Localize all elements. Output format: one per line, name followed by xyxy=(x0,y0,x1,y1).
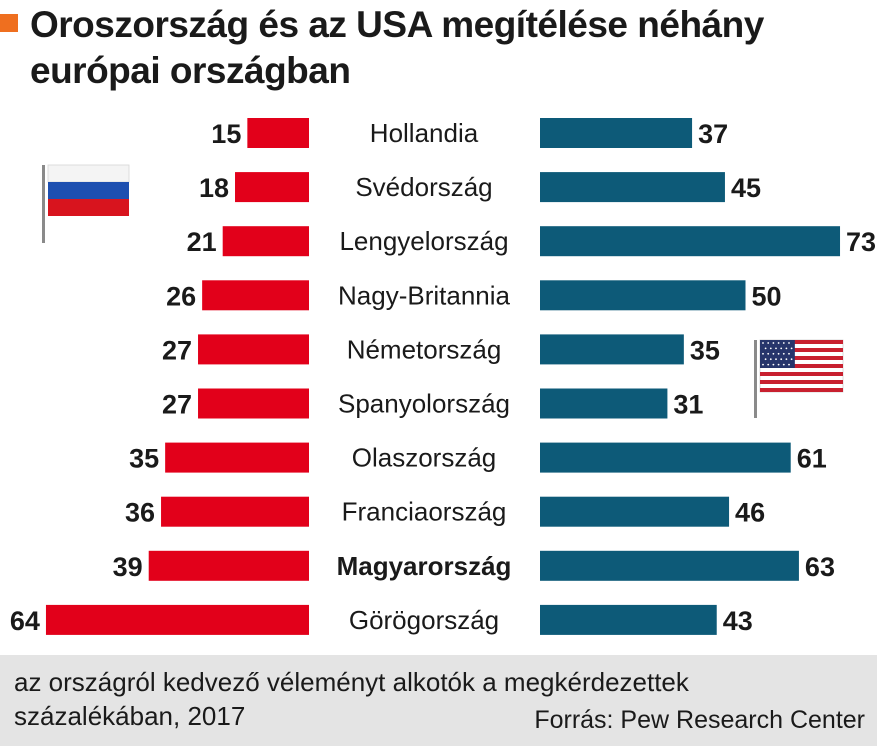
russia-bar xyxy=(202,280,309,311)
country-label: Franciaország xyxy=(342,497,507,527)
russia-bar xyxy=(198,334,309,365)
country-label: Hollandia xyxy=(370,118,479,148)
usa-value-label: 63 xyxy=(805,552,835,582)
country-label: Magyarország xyxy=(337,551,512,581)
russia-bar xyxy=(247,118,309,148)
usa-value-label: 46 xyxy=(735,498,765,528)
usa-value-label: 37 xyxy=(698,119,728,149)
usa-bar xyxy=(540,550,799,581)
russia-bar xyxy=(235,172,309,203)
russia-value-label: 15 xyxy=(211,119,241,149)
usa-value-label: 43 xyxy=(723,606,753,636)
usa-bar xyxy=(540,172,725,203)
russia-bar xyxy=(222,226,309,257)
russia-value-label: 18 xyxy=(199,173,229,203)
usa-value-label: 35 xyxy=(690,335,720,365)
usa-value-label: 31 xyxy=(673,390,703,420)
country-label: Olaszország xyxy=(352,443,497,473)
russian-flag-icon xyxy=(42,164,130,243)
russia-value-label: 35 xyxy=(129,444,159,474)
russia-value-label: 27 xyxy=(162,390,192,420)
butterfly-chart: 15 37 Hollandia 18 45 Svédország 21 73 Lengyelor… xyxy=(10,118,876,636)
usa-bar xyxy=(540,442,791,473)
title-marker xyxy=(0,14,18,32)
russia-bar xyxy=(198,388,309,419)
russia-value-label: 21 xyxy=(187,227,217,257)
russia-value-label: 39 xyxy=(113,552,143,582)
usa-value-label: 73 xyxy=(846,227,876,257)
usa-bar xyxy=(540,118,693,148)
russia-value-label: 26 xyxy=(166,281,196,311)
country-label: Németország xyxy=(347,334,502,364)
russia-bar xyxy=(45,604,310,635)
source-label: Forrás: Pew Research Center xyxy=(534,706,865,734)
russia-value-label: 27 xyxy=(162,335,192,365)
country-label: Spanyolország xyxy=(338,389,510,419)
russia-bar xyxy=(161,496,309,527)
usa-value-label: 45 xyxy=(731,173,761,203)
footer: az országról kedvező véleményt alkotók a… xyxy=(0,655,877,746)
usa-bar xyxy=(540,604,717,635)
russia-value-label: 36 xyxy=(125,498,155,528)
chart-title: Oroszország és az USA megítélése néhány … xyxy=(30,4,764,91)
usa-value-label: 50 xyxy=(752,281,782,311)
usa-value-label: 61 xyxy=(797,444,827,474)
country-label: Görögország xyxy=(349,605,499,635)
usa-bar xyxy=(540,334,684,365)
country-label: Svédország xyxy=(355,172,492,202)
russia-bar xyxy=(148,550,309,581)
usa-bar xyxy=(540,280,746,311)
russia-value-label: 64 xyxy=(10,606,40,636)
usa-bar xyxy=(540,226,841,257)
usa-bar xyxy=(540,388,668,419)
footnote: az országról kedvező véleményt alkotók a… xyxy=(14,667,689,731)
country-label: Nagy-Britannia xyxy=(338,280,511,310)
us-flag-icon xyxy=(754,339,844,418)
usa-bar xyxy=(540,496,730,527)
country-label: Lengyelország xyxy=(339,226,508,256)
russia-bar xyxy=(165,442,309,473)
